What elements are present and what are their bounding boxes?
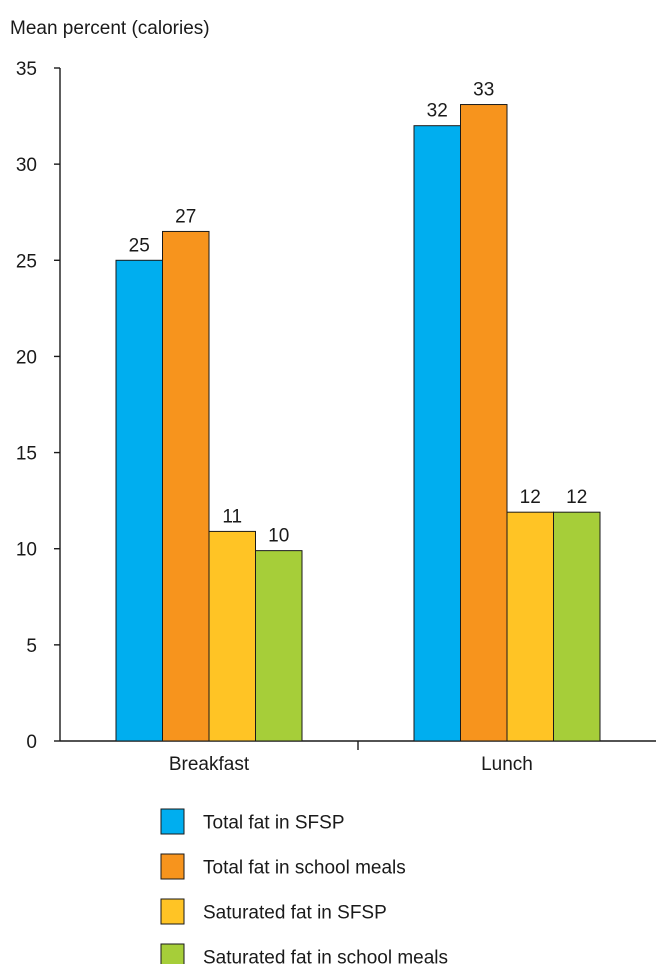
data-labels: 25 27 11 10 32 33 12 12 xyxy=(129,80,588,547)
y-tick-label: 25 xyxy=(16,251,37,272)
bar xyxy=(208,530,256,742)
bar xyxy=(460,104,508,742)
legend-swatch xyxy=(160,898,185,925)
legend-label: Saturated fat in SFSP xyxy=(203,903,387,924)
bar xyxy=(413,125,461,742)
data-label: 11 xyxy=(222,506,242,527)
y-tick-label: 5 xyxy=(26,636,37,657)
bars xyxy=(115,104,601,742)
bar xyxy=(553,511,601,742)
bar xyxy=(162,230,210,742)
legend-swatch xyxy=(160,943,185,964)
y-tick-label: 0 xyxy=(26,732,37,753)
x-category-label: Breakfast xyxy=(169,754,250,775)
legend: Total fat in SFSP Total fat in school mea… xyxy=(160,808,448,964)
y-axis: 0 5 10 15 20 25 30 35 xyxy=(16,59,61,753)
y-tick-label: 30 xyxy=(16,155,37,176)
legend-label: Total fat in school meals xyxy=(203,858,406,879)
data-label: 32 xyxy=(427,101,448,122)
data-label: 33 xyxy=(473,80,494,101)
y-axis-title: Mean percent (calories) xyxy=(10,18,210,39)
y-tick-label: 10 xyxy=(16,540,37,561)
data-label: 25 xyxy=(129,235,150,256)
legend-swatch xyxy=(160,808,185,835)
y-tick-label: 35 xyxy=(16,59,37,80)
data-label: 27 xyxy=(175,206,196,227)
legend-label: Total fat in SFSP xyxy=(203,813,345,834)
x-axis: Breakfast Lunch xyxy=(60,740,656,775)
bar xyxy=(115,259,163,742)
x-category-label: Lunch xyxy=(481,754,533,775)
data-label: 12 xyxy=(566,487,587,508)
data-label: 10 xyxy=(268,526,289,547)
bar xyxy=(506,511,554,742)
y-tick-label: 15 xyxy=(16,444,37,465)
bar xyxy=(255,550,303,742)
y-tick-label: 20 xyxy=(16,347,37,368)
legend-label: Saturated fat in school meals xyxy=(203,948,448,964)
data-label: 12 xyxy=(520,487,541,508)
legend-swatch xyxy=(160,853,185,880)
